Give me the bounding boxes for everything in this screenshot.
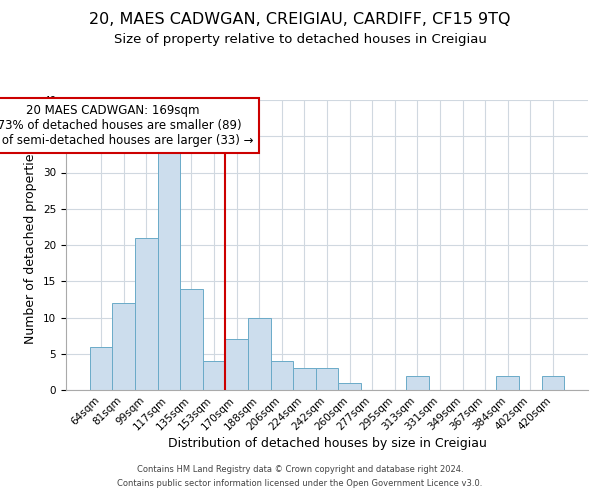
Bar xyxy=(316,368,338,390)
Text: 20 MAES CADWGAN: 169sqm
← 73% of detached houses are smaller (89)
27% of semi-de: 20 MAES CADWGAN: 169sqm ← 73% of detache… xyxy=(0,104,253,146)
Text: Size of property relative to detached houses in Creigiau: Size of property relative to detached ho… xyxy=(113,32,487,46)
Bar xyxy=(293,368,316,390)
X-axis label: Distribution of detached houses by size in Creigiau: Distribution of detached houses by size … xyxy=(167,438,487,450)
Bar xyxy=(112,303,135,390)
Bar xyxy=(180,288,203,390)
Bar xyxy=(158,151,180,390)
Text: 20, MAES CADWGAN, CREIGIAU, CARDIFF, CF15 9TQ: 20, MAES CADWGAN, CREIGIAU, CARDIFF, CF1… xyxy=(89,12,511,28)
Y-axis label: Number of detached properties: Number of detached properties xyxy=(25,146,37,344)
Bar xyxy=(542,376,564,390)
Bar xyxy=(496,376,519,390)
Bar xyxy=(226,339,248,390)
Bar xyxy=(338,383,361,390)
Text: Contains HM Land Registry data © Crown copyright and database right 2024.
Contai: Contains HM Land Registry data © Crown c… xyxy=(118,466,482,487)
Bar xyxy=(203,361,226,390)
Bar xyxy=(248,318,271,390)
Bar xyxy=(135,238,158,390)
Bar xyxy=(271,361,293,390)
Bar xyxy=(90,346,112,390)
Bar xyxy=(406,376,428,390)
